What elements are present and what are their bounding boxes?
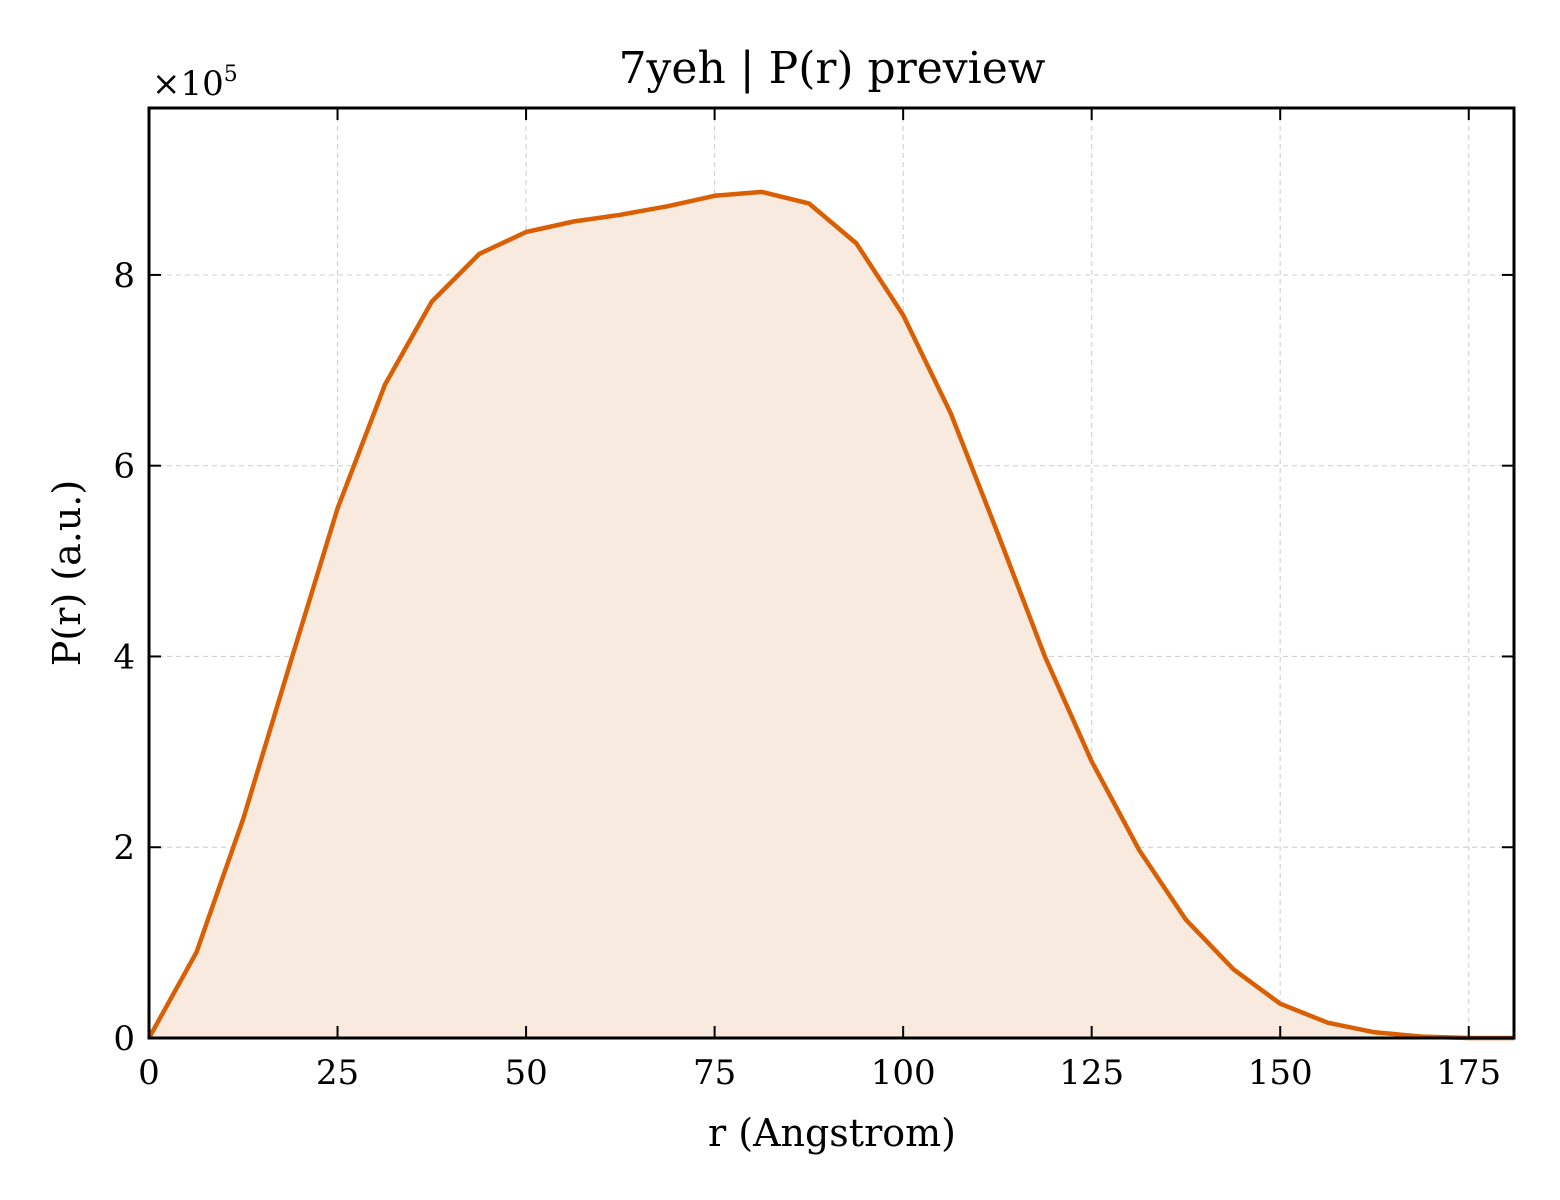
y-tick-label: 0 — [113, 1019, 135, 1059]
chart-title: 7yeh | P(r) preview — [619, 43, 1046, 94]
x-tick-label: 25 — [316, 1053, 359, 1093]
x-tick-label: 150 — [1248, 1053, 1313, 1093]
x-tick-label: 125 — [1059, 1053, 1124, 1093]
x-tick-label: 100 — [871, 1053, 936, 1093]
plot-frame — [147, 106, 1516, 1040]
y-axis-label: P(r) (a.u.) — [45, 480, 89, 666]
y-offset-label: ×105 — [152, 62, 238, 104]
x-axis-label: r (Angstrom) — [708, 1111, 956, 1155]
ticks: 0 25 50 75 100 125 150 175 0 2 4 6 8 — [113, 108, 1514, 1093]
series-line — [147, 189, 1514, 1041]
x-tick-label: 50 — [504, 1053, 547, 1093]
x-tick-label: 0 — [138, 1053, 160, 1093]
y-tick-label: 8 — [113, 256, 135, 296]
x-tick-label: 75 — [693, 1053, 736, 1093]
area-fill — [149, 191, 1514, 1038]
y-offset-base: ×10 — [152, 64, 224, 104]
y-tick-label: 2 — [113, 828, 135, 868]
x-tick-label: 175 — [1436, 1053, 1501, 1093]
y-offset-exponent: 5 — [224, 62, 238, 87]
y-tick-label: 4 — [113, 637, 135, 677]
y-tick-label: 6 — [113, 447, 135, 487]
